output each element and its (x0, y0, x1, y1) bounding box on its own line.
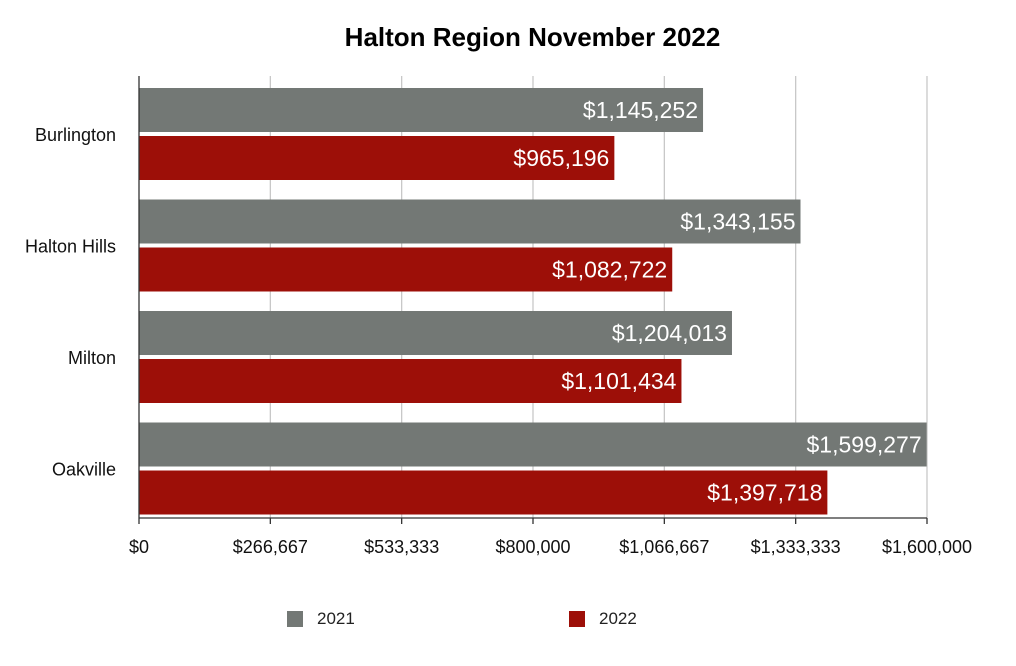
data-label: $1,599,277 (807, 432, 922, 458)
bar-2022-halton-hills (139, 247, 673, 292)
x-tick-label: $266,667 (233, 537, 308, 557)
data-label: $1,204,013 (612, 320, 727, 346)
legend-label-2021: 2021 (317, 609, 355, 628)
data-label: $1,082,722 (552, 257, 667, 283)
bar-2021-burlington (139, 88, 704, 132)
bar-2021-oakville (139, 422, 927, 467)
bar-2021-halton-hills (139, 199, 801, 244)
data-label: $1,145,252 (583, 97, 698, 123)
legend-item-2022: 2022 (569, 609, 637, 629)
x-tick-label: $1,333,333 (751, 537, 841, 557)
bar-2022-milton (139, 359, 682, 403)
x-tick-label: $533,333 (364, 537, 439, 557)
legend-swatch-2022 (569, 611, 585, 627)
x-tick-label: $1,066,667 (619, 537, 709, 557)
legend-swatch-2021 (287, 611, 303, 627)
x-tick-label: $1,600,000 (882, 537, 972, 557)
legend-label-2022: 2022 (599, 609, 637, 628)
x-tick-label: $0 (129, 537, 149, 557)
bar-2022-oakville (139, 470, 828, 515)
category-label: Burlington (35, 125, 116, 145)
category-label: Oakville (52, 460, 116, 480)
data-label: $1,101,434 (561, 368, 676, 394)
bar-2021-milton (139, 311, 732, 355)
category-label: Halton Hills (25, 237, 116, 257)
bar-2022-burlington (139, 136, 615, 180)
legend: 2021 2022 (0, 609, 1016, 633)
legend-item-2021: 2021 (287, 609, 355, 629)
data-label: $1,343,155 (680, 209, 795, 235)
data-label: $965,196 (513, 145, 609, 171)
x-tick-label: $800,000 (495, 537, 570, 557)
chart-title: Halton Region November 2022 (344, 22, 721, 52)
category-label: Milton (68, 348, 116, 368)
data-label: $1,397,718 (707, 480, 822, 506)
